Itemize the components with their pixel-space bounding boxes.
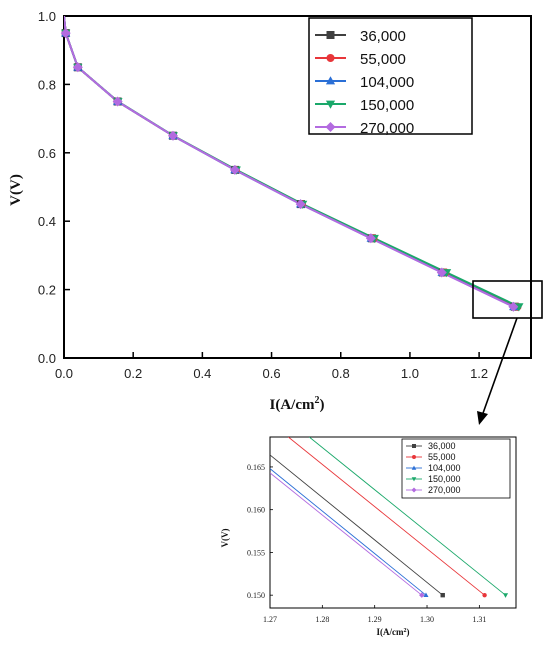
main-point-270000	[365, 233, 376, 244]
main-legend-marker-150000	[325, 100, 336, 109]
inset-x-tick-label: 1.29	[368, 615, 382, 624]
main-series-layer	[60, 16, 524, 312]
main-y-axis-title: V(V)	[8, 174, 24, 206]
inset-x-tick-label: 1.27	[263, 615, 277, 624]
main-legend-marker-36000	[326, 31, 335, 39]
main-x-axis-title-text: I(A/cm	[270, 397, 315, 413]
main-x-ticks: 0.0 0.2 0.4 0.6 0.8 1.0 1.2	[55, 352, 488, 381]
inset-legend-label-55000: 55,000	[428, 452, 456, 462]
main-y-tick-label: 1.0	[38, 9, 56, 24]
main-y-tick-label: 0.2	[38, 283, 56, 298]
main-chart: 0.0 0.2 0.4 0.6 0.8 1.0 1.2 0.0 0.2 0.4 0.6 0.8 1.0…	[8, 9, 532, 413]
main-legend-box	[308, 17, 473, 135]
inset-y-tick-label: 0.165	[247, 463, 265, 472]
main-legend-marker-104000	[325, 76, 336, 85]
main-legend: 36,000 55,000 104,000 150,000 270,000	[308, 17, 473, 137]
inset-x-tick-label: 1.31	[472, 615, 486, 624]
main-x-tick-label: 1.0	[401, 366, 419, 381]
inset-x-axis-title-text: I(A/cm	[377, 627, 404, 637]
inset-legend-box	[401, 438, 511, 499]
main-point-270000	[508, 301, 519, 312]
main-legend-label-150000: 150,000	[360, 97, 414, 114]
inset-point-104000	[423, 592, 429, 598]
main-legend-marker-55000	[326, 54, 335, 62]
main-series-clip	[64, 16, 520, 308]
inset-x-ticks: 1.27 1.28 1.29 1.30 1.31	[263, 605, 486, 624]
zoom-arrow-head	[477, 411, 488, 425]
main-y-ticks: 0.0 0.2 0.4 0.6 0.8 1.0	[38, 9, 70, 366]
inset-y-tick-label: 0.150	[247, 591, 265, 600]
inset-legend-label-104000: 104,000	[428, 463, 461, 473]
main-y-tick-label: 0.8	[38, 77, 56, 92]
main-plot-frame	[63, 15, 532, 359]
inset-legend-marker-104000	[411, 465, 417, 470]
inset-series-line-150000	[308, 437, 506, 596]
zoom-arrow-line	[481, 317, 518, 417]
inset-plot-frame	[269, 436, 517, 609]
inset-legend-marker-150000	[411, 477, 417, 482]
main-x-tick-label: 0.0	[55, 366, 73, 381]
main-x-tick-label: 0.8	[332, 366, 350, 381]
inset-series-line-104000	[270, 468, 427, 596]
zoom-region-box	[472, 280, 543, 319]
main-x-axis-title-close: )	[320, 397, 325, 413]
inset-legend-label-150000: 150,000	[428, 474, 461, 484]
main-point-270000	[112, 96, 123, 107]
main-legend-label-36000: 36,000	[360, 28, 406, 45]
main-point-270000	[60, 28, 71, 39]
main-legend-marker-270000	[325, 122, 336, 132]
inset-series-line-270000	[270, 472, 423, 596]
main-x-axis-title: I(A/cm2)	[270, 395, 325, 413]
main-series-line-270000	[64, 16, 514, 308]
main-y-tick-label: 0.6	[38, 146, 56, 161]
inset-legend-label-270000: 270,000	[428, 485, 461, 495]
inset-chart: 1.27 1.28 1.29 1.30 1.31 0.150 0.155 0.160 0.16…	[220, 436, 517, 637]
main-x-axis-title-superscript: 2	[315, 395, 320, 406]
inset-x-axis-title: I(A/cm2)	[377, 627, 410, 637]
main-point-270000	[229, 164, 240, 175]
inset-x-axis-title-superscript: 2	[404, 628, 407, 634]
main-point-270000	[167, 130, 178, 141]
inset-series-line-36000	[270, 454, 444, 596]
inset-legend-marker-36000	[412, 444, 416, 448]
main-legend-label-270000: 270,000	[360, 120, 414, 137]
inset-series-line-55000	[288, 437, 485, 596]
main-point-270000	[72, 62, 83, 73]
inset-point-36000	[440, 592, 445, 598]
main-point-270000	[295, 199, 306, 210]
inset-x-axis-title-close: )	[407, 627, 410, 637]
main-x-tick-label: 0.2	[124, 366, 142, 381]
inset-x-tick-label: 1.28	[315, 615, 329, 624]
inset-legend-marker-270000	[411, 487, 417, 493]
inset-point-55000	[482, 592, 487, 598]
inset-legend-label-36000: 36,000	[428, 441, 456, 451]
inset-point-150000	[503, 593, 509, 598]
main-legend-label-104000: 104,000	[360, 74, 414, 91]
main-x-tick-label: 1.2	[470, 366, 488, 381]
main-point-270000	[436, 267, 447, 278]
main-x-tick-label: 0.6	[263, 366, 281, 381]
inset-series-layer	[270, 437, 509, 598]
main-y-tick-label: 0.0	[38, 351, 56, 366]
inset-y-tick-label: 0.155	[247, 548, 265, 557]
inset-x-tick-label: 1.30	[420, 615, 434, 624]
inset-y-tick-label: 0.160	[247, 506, 265, 515]
inset-y-axis-title: V(V)	[220, 529, 230, 548]
main-legend-label-55000: 55,000	[360, 51, 406, 68]
main-x-tick-label: 0.4	[193, 366, 211, 381]
main-y-tick-label: 0.4	[38, 214, 56, 229]
inset-legend-marker-55000	[412, 455, 416, 459]
inset-y-ticks: 0.150 0.155 0.160 0.165	[247, 463, 273, 600]
inset-series-clip	[270, 437, 506, 596]
inset-point-270000	[419, 592, 425, 598]
